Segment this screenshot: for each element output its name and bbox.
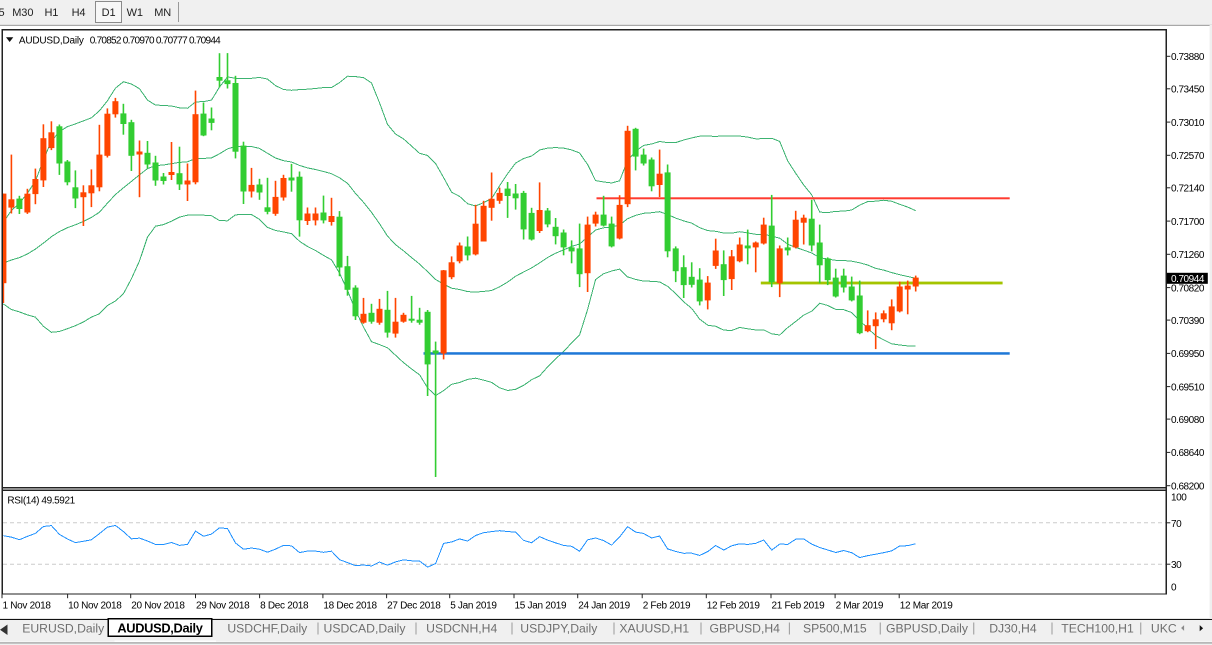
svg-text:|: | <box>699 621 702 635</box>
svg-text:12 Feb 2019: 12 Feb 2019 <box>707 600 761 611</box>
svg-text:USDJPY,Daily: USDJPY,Daily <box>520 622 598 636</box>
svg-text:USDCAD,Daily: USDCAD,Daily <box>324 622 407 636</box>
svg-text:5 Jan 2019: 5 Jan 2019 <box>450 600 497 611</box>
svg-text:|: | <box>788 621 791 635</box>
svg-text:0.69510: 0.69510 <box>1171 382 1205 393</box>
svg-text:0.73450: 0.73450 <box>1171 85 1205 96</box>
svg-text:29 Nov 2018: 29 Nov 2018 <box>196 600 250 611</box>
svg-text:|: | <box>1050 621 1053 635</box>
svg-text:2 Feb 2019: 2 Feb 2019 <box>643 600 691 611</box>
svg-text:EURUSD,Daily: EURUSD,Daily <box>22 622 105 636</box>
svg-text:0.69950: 0.69950 <box>1171 349 1205 360</box>
svg-text:0.73010: 0.73010 <box>1171 118 1205 129</box>
svg-text:2 Mar 2019: 2 Mar 2019 <box>836 600 884 611</box>
svg-text:GBPUSD,Daily: GBPUSD,Daily <box>886 622 969 636</box>
svg-text:XAUUSD,H1: XAUUSD,H1 <box>619 622 689 636</box>
svg-text:AUDUSD,Daily: AUDUSD,Daily <box>117 621 203 636</box>
svg-text:10 Nov 2018: 10 Nov 2018 <box>68 600 122 611</box>
svg-text:12 Mar 2019: 12 Mar 2019 <box>900 600 954 611</box>
svg-text:|: | <box>879 621 882 635</box>
svg-text:H4: H4 <box>72 7 86 19</box>
svg-text:|: | <box>1139 621 1142 635</box>
svg-text:GBPUSD,H4: GBPUSD,H4 <box>709 622 780 636</box>
svg-text:MN: MN <box>154 7 171 19</box>
svg-text:0.71260: 0.71260 <box>1171 250 1205 261</box>
svg-text:5: 5 <box>0 7 5 19</box>
svg-text:21 Feb 2019: 21 Feb 2019 <box>772 600 826 611</box>
svg-text:0: 0 <box>1171 582 1177 593</box>
svg-text:0.70820: 0.70820 <box>1171 283 1205 294</box>
svg-text:TECH100,H1: TECH100,H1 <box>1061 622 1134 636</box>
svg-text:H1: H1 <box>44 7 58 19</box>
svg-text:|: | <box>612 621 615 635</box>
svg-text:DJ30,H4: DJ30,H4 <box>989 622 1037 636</box>
svg-text:|: | <box>316 621 319 635</box>
svg-text:D1: D1 <box>102 7 116 19</box>
svg-text:0.72140: 0.72140 <box>1171 184 1205 195</box>
svg-text:USDCHF,Daily: USDCHF,Daily <box>227 622 308 636</box>
svg-text:70: 70 <box>1171 519 1182 530</box>
svg-text:1 Nov 2018: 1 Nov 2018 <box>3 600 52 611</box>
svg-text:0.70390: 0.70390 <box>1171 316 1205 327</box>
svg-text:8 Dec 2018: 8 Dec 2018 <box>260 600 309 611</box>
svg-text:UKC: UKC <box>1151 622 1177 636</box>
svg-text:|: | <box>510 621 513 635</box>
svg-text:30: 30 <box>1171 560 1182 571</box>
svg-text:0.70944: 0.70944 <box>1171 274 1205 285</box>
svg-text:18 Dec 2018: 18 Dec 2018 <box>323 600 377 611</box>
svg-text:24 Jan 2019: 24 Jan 2019 <box>578 600 630 611</box>
svg-text:USDCNH,H4: USDCNH,H4 <box>426 622 497 636</box>
svg-text:0.69080: 0.69080 <box>1171 415 1205 426</box>
svg-text:100: 100 <box>1171 492 1187 503</box>
svg-text:M30: M30 <box>12 7 33 19</box>
svg-text:|: | <box>414 621 417 635</box>
svg-text:SP500,M15: SP500,M15 <box>803 622 867 636</box>
svg-text:0.71700: 0.71700 <box>1171 217 1205 228</box>
svg-text:W1: W1 <box>127 7 143 19</box>
svg-text:0.68200: 0.68200 <box>1171 482 1205 493</box>
svg-text:0.72570: 0.72570 <box>1171 151 1205 162</box>
svg-text:27 Dec 2018: 27 Dec 2018 <box>387 600 441 611</box>
svg-text:20 Nov 2018: 20 Nov 2018 <box>131 600 185 611</box>
svg-text:0.68640: 0.68640 <box>1171 448 1205 459</box>
svg-text:0.73880: 0.73880 <box>1171 52 1205 63</box>
svg-text:RSI(14) 49.5921: RSI(14) 49.5921 <box>7 496 75 507</box>
svg-text:15 Jan 2019: 15 Jan 2019 <box>515 600 567 611</box>
svg-text:|: | <box>972 621 975 635</box>
